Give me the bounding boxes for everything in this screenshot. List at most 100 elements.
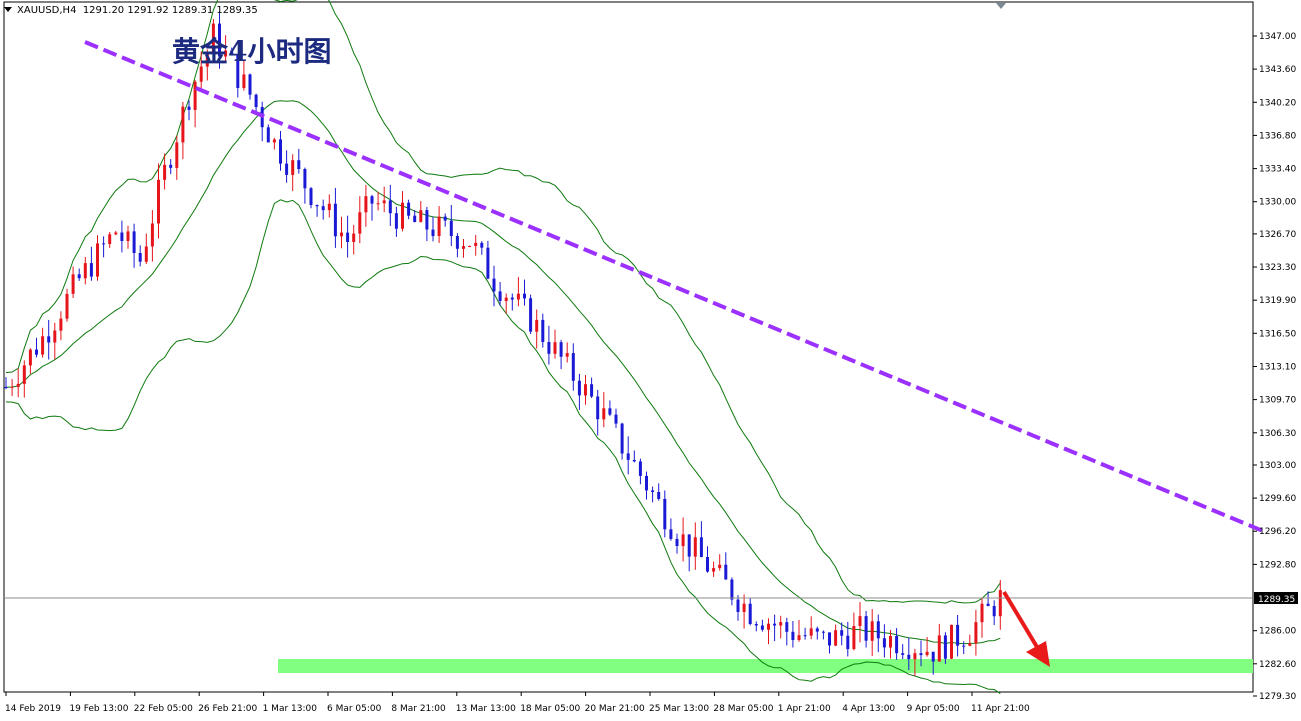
candle: [346, 215, 350, 258]
time-axis: 14 Feb 2019 19 Feb 13:00 22 Feb 05:00 26 Fe…: [5, 692, 1030, 714]
candle: [828, 632, 831, 654]
candle: [297, 148, 301, 174]
candle: [760, 619, 764, 632]
candle: [523, 279, 526, 306]
candle-body: [602, 408, 606, 420]
candle: [224, 35, 228, 61]
candle-body: [163, 164, 167, 180]
candle: [510, 293, 514, 311]
candle-body: [126, 231, 130, 241]
candle: [577, 373, 581, 410]
candle: [455, 233, 459, 258]
candle: [498, 281, 502, 306]
candle: [748, 597, 752, 626]
support-zone: [278, 659, 1253, 673]
candle-body: [248, 74, 252, 95]
candle: [114, 230, 118, 236]
candle: [254, 93, 258, 114]
candle: [169, 159, 173, 175]
candle-body: [516, 293, 520, 300]
candle-body: [565, 353, 569, 357]
candle: [663, 490, 667, 538]
candle-body: [980, 603, 984, 623]
candle-body: [144, 246, 148, 262]
down-arrow: [1002, 590, 1050, 667]
candle-body: [596, 396, 600, 420]
candle: [333, 187, 337, 248]
candle-body: [486, 247, 490, 279]
y-tick-label: 1303.00: [1259, 461, 1296, 471]
candle-body: [571, 353, 575, 381]
candle: [120, 220, 124, 253]
candle-body: [382, 200, 386, 204]
candle: [516, 277, 520, 307]
bollinger-bands: [5, 0, 1001, 695]
y-tick-label: 1279.30: [1259, 692, 1296, 702]
chart-title: 黄金4小时图: [172, 35, 332, 68]
dropdown-triangle-icon[interactable]: [4, 7, 12, 12]
candle-body: [590, 384, 594, 397]
candle-body: [760, 625, 764, 630]
candle-body: [754, 624, 758, 626]
candle: [889, 629, 892, 659]
x-tick-label: 19 Feb 13:00: [69, 704, 128, 714]
candle: [614, 408, 618, 428]
candle-body: [22, 365, 26, 384]
candle: [358, 196, 362, 244]
price-axis: 1347.00 1343.60 1340.20 1336.80 1333.40 1330.…: [1253, 32, 1298, 702]
candle-body: [870, 621, 874, 641]
candle-body: [864, 616, 868, 641]
candle-body: [211, 23, 215, 52]
candle: [382, 186, 386, 213]
x-tick-label: 18 Mar 05:00: [520, 704, 580, 714]
candle-body: [474, 242, 478, 246]
candle-body: [205, 51, 209, 67]
candle-body: [242, 74, 246, 88]
candlesticks: [4, 11, 1002, 676]
candle-body: [712, 568, 716, 572]
candle: [77, 268, 81, 281]
candle-body: [998, 590, 1002, 617]
chart-shift-marker-icon[interactable]: [996, 3, 1006, 9]
y-tick-label: 1282.60: [1259, 660, 1296, 670]
candle: [742, 594, 746, 629]
candle-body: [889, 636, 892, 648]
candle: [821, 630, 825, 640]
candle-body: [437, 216, 441, 236]
candle-body: [736, 599, 740, 612]
candle: [590, 377, 594, 398]
candle: [157, 163, 160, 239]
candle: [35, 337, 38, 358]
candle: [102, 236, 106, 258]
candle-body: [394, 213, 398, 229]
candle: [248, 73, 252, 100]
candle: [632, 450, 636, 463]
candle: [315, 204, 319, 217]
candle: [437, 206, 441, 243]
candle: [425, 206, 429, 242]
candle: [858, 602, 862, 643]
candle-body: [577, 380, 581, 396]
candle: [47, 319, 51, 360]
candle-body: [919, 653, 923, 656]
candle: [669, 518, 673, 541]
candle-body: [449, 220, 453, 236]
candle-body: [309, 188, 313, 205]
candle: [882, 624, 886, 658]
down-arrow-head: [1026, 641, 1050, 667]
candle: [956, 615, 960, 657]
candle: [419, 201, 423, 223]
candle-body: [748, 603, 752, 624]
candle: [681, 517, 685, 562]
candle-body: [114, 232, 118, 235]
candle-body: [266, 127, 270, 143]
candle: [876, 614, 880, 653]
candle: [706, 546, 709, 573]
candle-body: [504, 297, 508, 301]
candle-body: [480, 242, 484, 248]
candle: [553, 329, 557, 359]
candle-body: [65, 293, 69, 319]
y-tick-label: 1319.90: [1259, 296, 1296, 306]
candle: [962, 641, 966, 655]
candle-body: [645, 475, 648, 491]
